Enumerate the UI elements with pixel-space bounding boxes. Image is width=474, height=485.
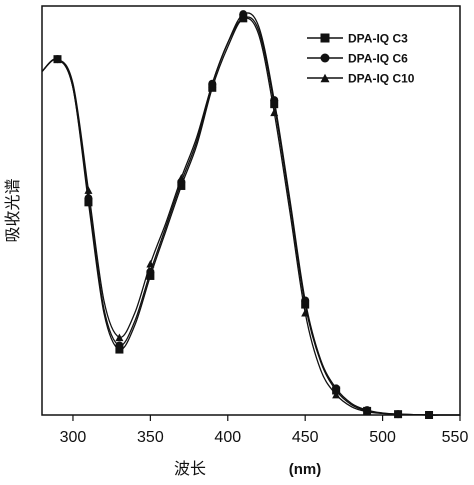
data-point xyxy=(208,79,217,88)
data-point xyxy=(332,384,341,393)
data-point xyxy=(363,407,372,416)
series-triangle xyxy=(41,14,460,419)
data-point xyxy=(115,341,124,350)
data-point xyxy=(394,410,403,418)
data-point xyxy=(115,345,124,354)
data-point xyxy=(332,390,341,399)
legend-label: DPA-IQ C3 xyxy=(348,32,408,46)
data-point xyxy=(177,181,186,190)
data-point xyxy=(301,300,310,309)
plot-frame xyxy=(41,5,461,416)
x-ticks: 300 350 400 450 500 550 xyxy=(60,415,469,446)
x-tick-label: 400 xyxy=(214,429,241,446)
x-tick-label: 300 xyxy=(60,429,87,446)
legend: DPA-IQ C3 DPA-IQ C6 DPA-IQ C10 xyxy=(307,32,415,86)
data-point xyxy=(84,194,93,203)
data-point xyxy=(177,173,186,182)
data-point xyxy=(84,186,93,194)
x-axis-unit: (nm) xyxy=(289,461,322,478)
data-point xyxy=(115,333,124,342)
series-line xyxy=(41,17,460,416)
plot-series xyxy=(41,10,460,419)
data-point xyxy=(146,271,155,280)
data-point xyxy=(270,100,279,109)
x-tick-label: 350 xyxy=(137,429,164,446)
legend-marker xyxy=(320,73,330,83)
legend-label: DPA-IQ C6 xyxy=(348,52,408,66)
data-point xyxy=(270,108,279,117)
data-point xyxy=(208,83,217,92)
y-axis-label: 吸收光谱 xyxy=(3,178,22,242)
data-point xyxy=(239,14,248,23)
x-tick-label: 500 xyxy=(369,429,396,446)
x-tick-label: 550 xyxy=(442,429,469,446)
legend-label: DPA-IQ C10 xyxy=(348,72,415,86)
data-point xyxy=(239,10,248,19)
data-point xyxy=(301,308,310,317)
data-point xyxy=(146,259,155,268)
x-tick-label: 450 xyxy=(292,429,319,446)
data-point xyxy=(53,55,62,63)
legend-marker xyxy=(320,53,330,63)
x-axis-label: 波长 xyxy=(174,459,206,478)
legend-marker xyxy=(320,33,330,43)
